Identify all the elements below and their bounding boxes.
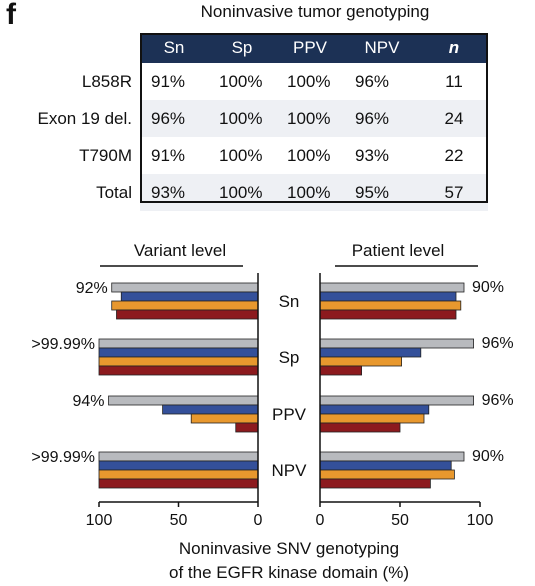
header-sn: Sn bbox=[140, 33, 208, 63]
bar-variant-sn bbox=[116, 309, 259, 320]
cell-ppv: 100% bbox=[287, 145, 331, 165]
cell-ppv: 100% bbox=[276, 100, 344, 137]
cell-ppv: 100% bbox=[276, 174, 344, 211]
bar-patient-npv bbox=[319, 478, 431, 489]
bar-patient-sn bbox=[319, 300, 462, 311]
cell-sp: 100% bbox=[219, 145, 263, 165]
bar-variant-sp bbox=[98, 356, 259, 367]
x-tick-label: 100 bbox=[86, 512, 113, 529]
patient-annotation: 96% bbox=[482, 392, 514, 409]
bar-patient-sn bbox=[319, 291, 457, 302]
bar-patient-npv bbox=[319, 451, 465, 462]
header-npv: NPV bbox=[344, 33, 420, 63]
bar-variant-sp bbox=[98, 347, 259, 358]
bar-variant-npv bbox=[98, 460, 259, 471]
bar-patient-ppv bbox=[319, 395, 475, 406]
x-tick-label: 0 bbox=[254, 512, 263, 529]
cell-n: 22 bbox=[444, 145, 464, 165]
cell-sn: 91% bbox=[151, 145, 186, 165]
header-n: n bbox=[420, 33, 488, 63]
x-axis-label-line2: of the EGFR kinase domain (%) bbox=[169, 563, 409, 582]
cell-npv: 96% bbox=[355, 71, 390, 91]
cell-sn: 93% bbox=[140, 174, 208, 211]
bar-variant-npv bbox=[98, 478, 259, 489]
category-label: NPV bbox=[272, 461, 308, 480]
cell-sp: 100% bbox=[208, 174, 276, 211]
bar-patient-sn bbox=[319, 309, 457, 320]
x-tick-label: 0 bbox=[316, 512, 325, 529]
category-label: Sn bbox=[279, 292, 300, 311]
cell-npv: 95% bbox=[344, 174, 420, 211]
table-title: Noninvasive tumor genotyping bbox=[200, 2, 430, 21]
bar-variant-npv bbox=[98, 469, 259, 480]
bar-variant-sn bbox=[111, 300, 259, 311]
bar-patient-sp bbox=[319, 356, 402, 367]
header-ppv: PPV bbox=[276, 33, 344, 63]
bar-variant-ppv bbox=[108, 395, 259, 406]
table-row: T790M 91% 100% 100% 93% 22 bbox=[8, 137, 488, 174]
category-label: Sp bbox=[279, 348, 300, 367]
row-label: L858R bbox=[81, 71, 132, 91]
bar-patient-sp bbox=[319, 365, 362, 376]
cell-n: 11 bbox=[445, 71, 463, 91]
bar-patient-ppv bbox=[319, 413, 425, 424]
genotyping-table: Sn Sp PPV NPV n L858R 91% 100% 100% 96% … bbox=[8, 33, 488, 211]
bar-patient-sp bbox=[319, 338, 475, 349]
patient-annotation: 96% bbox=[482, 335, 514, 352]
cell-npv: 96% bbox=[344, 100, 420, 137]
bar-variant-ppv bbox=[162, 404, 259, 415]
panel-title-patient: Patient level bbox=[352, 241, 445, 260]
x-axis-label-line1: Noninvasive SNV genotyping bbox=[179, 539, 399, 558]
bar-patient-ppv bbox=[319, 404, 430, 415]
table-row: L858R 91% 100% 100% 96% 11 bbox=[8, 63, 488, 100]
bar-variant-ppv bbox=[235, 422, 259, 433]
bar-variant-sp bbox=[98, 365, 259, 376]
cell-ppv: 100% bbox=[287, 71, 331, 91]
variant-annotation: 92% bbox=[76, 280, 108, 297]
cell-sp: 100% bbox=[219, 71, 263, 91]
panel-title-variant: Variant level bbox=[134, 241, 226, 260]
x-tick-label: 50 bbox=[391, 512, 409, 529]
patient-annotation: 90% bbox=[472, 279, 504, 296]
bar-variant-sn bbox=[111, 282, 259, 293]
bar-patient-ppv bbox=[319, 422, 401, 433]
bar-patient-sp bbox=[319, 347, 422, 358]
cell-n: 57 bbox=[420, 174, 488, 211]
bar-patient-npv bbox=[319, 469, 455, 480]
row-label: Exon 19 del. bbox=[37, 108, 132, 128]
table-row: Exon 19 del. 96% 100% 100% 96% 24 bbox=[8, 100, 488, 137]
bar-variant-npv bbox=[98, 451, 259, 462]
x-tick-label: 50 bbox=[170, 512, 188, 529]
cell-sp: 100% bbox=[208, 100, 276, 137]
bar-patient-sn bbox=[319, 282, 465, 293]
table-row: Total 93% 100% 100% 95% 57 bbox=[8, 174, 488, 211]
bar-variant-ppv bbox=[190, 413, 259, 424]
cell-sn: 91% bbox=[151, 71, 186, 91]
cell-npv: 93% bbox=[355, 145, 390, 165]
bar-variant-sn bbox=[120, 291, 259, 302]
variant-annotation: >99.99% bbox=[31, 449, 95, 466]
x-tick-label: 100 bbox=[467, 512, 494, 529]
patient-annotation: 90% bbox=[472, 448, 504, 465]
table-header-row: Sn Sp PPV NPV n bbox=[8, 33, 488, 63]
bar-patient-npv bbox=[319, 460, 452, 471]
panel-letter: f bbox=[6, 0, 16, 31]
row-label: T790M bbox=[79, 145, 132, 165]
category-label: PPV bbox=[272, 405, 307, 424]
variant-annotation: >99.99% bbox=[31, 336, 95, 353]
bar-variant-sp bbox=[98, 338, 259, 349]
cell-sn: 96% bbox=[140, 100, 208, 137]
row-label: Total bbox=[96, 182, 132, 202]
header-sp: Sp bbox=[208, 33, 276, 63]
variant-annotation: 94% bbox=[73, 393, 105, 410]
cell-n: 24 bbox=[420, 100, 488, 137]
